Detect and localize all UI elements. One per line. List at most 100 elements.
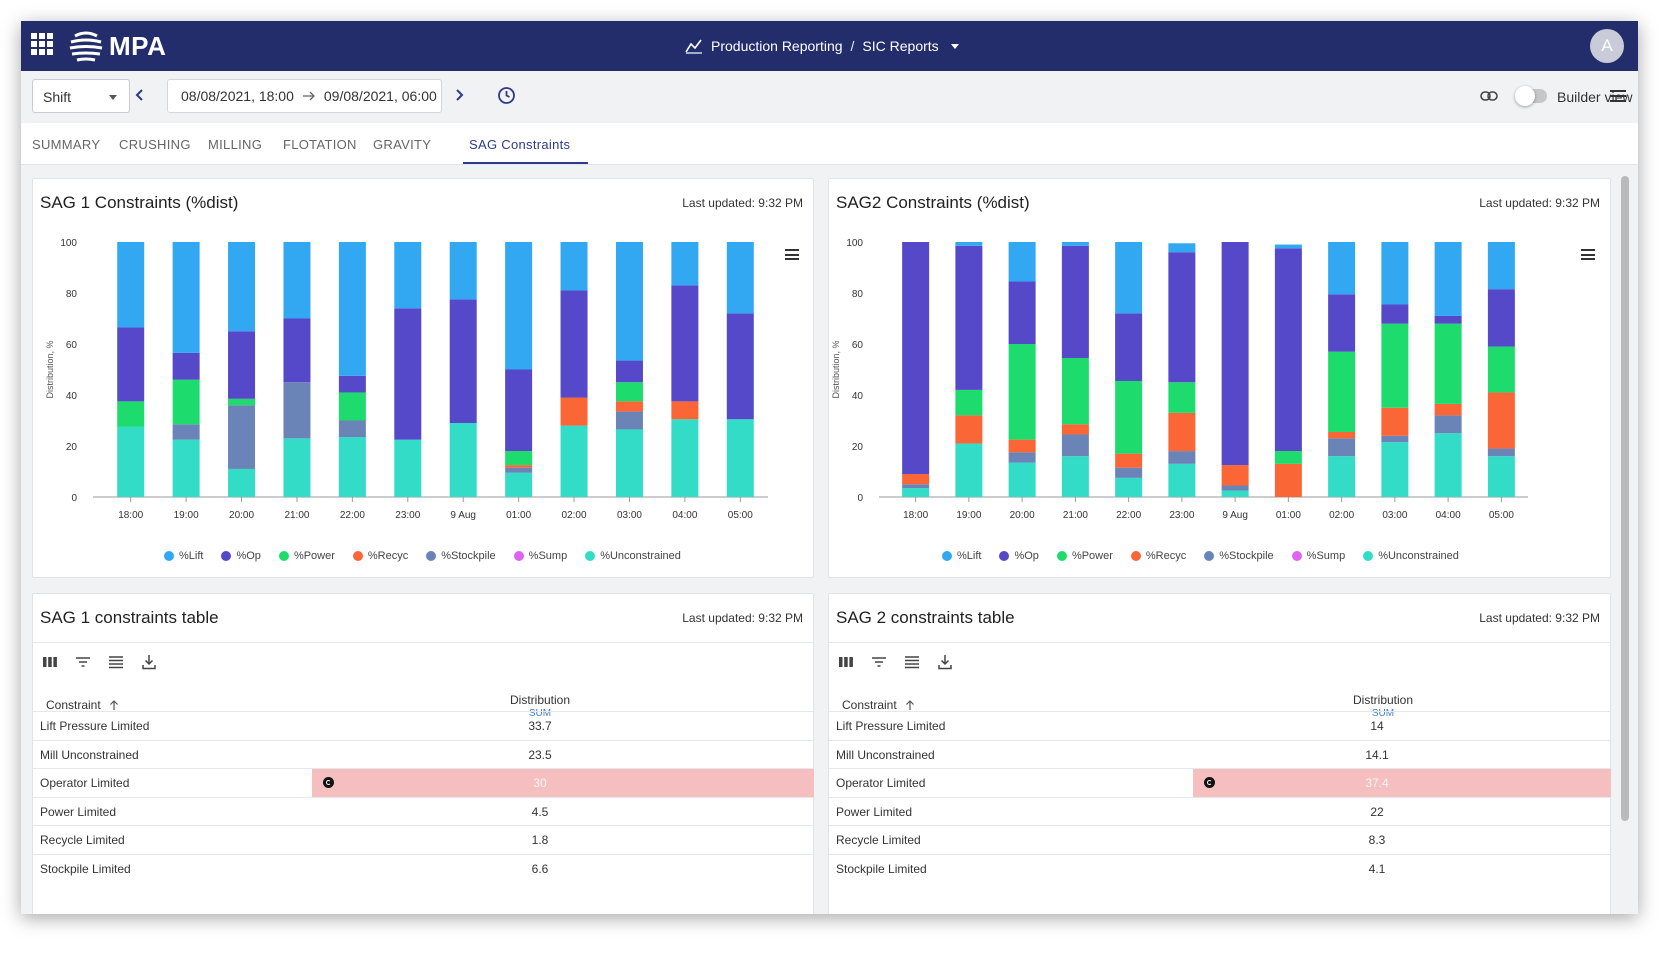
date-range-picker[interactable]: 08/08/2021, 18:00 09/08/2021, 06:00: [167, 79, 442, 113]
bar-segment[interactable]: [338, 392, 366, 421]
table-row[interactable]: Stockpile Limited 6.6: [33, 853, 813, 882]
bar-segment[interactable]: [1008, 242, 1036, 282]
bar-segment[interactable]: [505, 472, 533, 497]
bar-segment[interactable]: [1115, 453, 1143, 468]
bar-segment[interactable]: [1381, 323, 1409, 408]
legend-item[interactable]: %Sump: [513, 550, 567, 562]
breadcrumb-production-reporting[interactable]: Production Reporting: [711, 38, 843, 54]
bar-segment[interactable]: [338, 375, 366, 393]
density-icon[interactable]: [108, 654, 124, 670]
bar-segment[interactable]: [505, 465, 533, 468]
bar-segment[interactable]: [172, 352, 200, 380]
sort-ascending-icon[interactable]: [109, 699, 119, 711]
bar-segment[interactable]: [615, 429, 643, 497]
bar-segment[interactable]: [902, 242, 930, 475]
column-header-distribution[interactable]: Distribution SUM: [1323, 693, 1443, 719]
logo[interactable]: MPA: [69, 29, 166, 63]
tab-crushing[interactable]: CRUSHING: [119, 137, 191, 152]
legend-item[interactable]: %Unconstrained: [585, 550, 681, 562]
bar-segment[interactable]: [172, 439, 200, 497]
bar-segment[interactable]: [1115, 242, 1143, 314]
bar-segment[interactable]: [1168, 252, 1196, 383]
bar-segment[interactable]: [449, 299, 477, 424]
bar-segment[interactable]: [560, 425, 588, 497]
bar-segment[interactable]: [394, 242, 422, 309]
apps-grid-icon[interactable]: [31, 33, 53, 55]
bar-segment[interactable]: [283, 438, 311, 497]
bar-segment[interactable]: [283, 382, 311, 439]
bar-segment[interactable]: [955, 389, 983, 416]
table-row[interactable]: Operator Limited 30: [33, 768, 814, 797]
table-row[interactable]: Lift Pressure Limited 14: [829, 711, 1610, 739]
bar-segment[interactable]: [228, 468, 256, 497]
filter-icon[interactable]: [871, 654, 887, 670]
bar-segment[interactable]: [1115, 477, 1143, 497]
chevron-down-icon[interactable]: [950, 43, 959, 49]
bar-segment[interactable]: [1487, 448, 1515, 457]
chart-menu-icon[interactable]: [785, 249, 799, 260]
legend-item[interactable]: %Stockpile: [1204, 550, 1274, 562]
bar-segment[interactable]: [671, 419, 699, 497]
bar-segment[interactable]: [283, 242, 311, 319]
bar-segment[interactable]: [560, 242, 588, 291]
download-icon[interactable]: [141, 654, 157, 670]
bar-segment[interactable]: [1487, 346, 1515, 393]
avatar[interactable]: A: [1590, 29, 1624, 63]
bar-segment[interactable]: [1168, 463, 1196, 497]
columns-icon[interactable]: [838, 654, 854, 670]
bar-segment[interactable]: [1434, 433, 1462, 497]
sort-ascending-icon[interactable]: [905, 699, 915, 711]
bar-segment[interactable]: [1221, 465, 1249, 486]
tab-summary[interactable]: SUMMARY: [32, 137, 101, 152]
bar-segment[interactable]: [1115, 313, 1143, 381]
next-period-icon[interactable]: [452, 88, 466, 102]
bar-segment[interactable]: [1008, 344, 1036, 440]
page-scrollbar[interactable]: [1621, 176, 1629, 821]
legend-item[interactable]: %Power: [1056, 550, 1113, 562]
bar-segment[interactable]: [1434, 242, 1462, 316]
legend-item[interactable]: %Recyc: [352, 550, 408, 562]
bar-segment[interactable]: [1061, 245, 1089, 359]
bar-segment[interactable]: [1434, 315, 1462, 324]
tab-gravity[interactable]: GRAVITY: [373, 137, 432, 152]
breadcrumb-sic-reports[interactable]: SIC Reports: [862, 38, 939, 54]
chart-menu-icon[interactable]: [1581, 249, 1595, 260]
column-header-distribution[interactable]: Distribution SUM: [480, 693, 600, 719]
bar-segment[interactable]: [1381, 407, 1409, 436]
link-icon[interactable]: [1480, 89, 1498, 103]
legend-item[interactable]: %Lift: [942, 550, 981, 562]
shift-select[interactable]: Shift: [32, 79, 130, 113]
bar-segment[interactable]: [338, 420, 366, 438]
bar-segment[interactable]: [117, 426, 145, 497]
download-icon[interactable]: [937, 654, 953, 670]
table-row[interactable]: Power Limited 22: [829, 796, 1610, 825]
bar-segment[interactable]: [1434, 323, 1462, 404]
bar-segment[interactable]: [1328, 242, 1356, 295]
clock-icon[interactable]: [497, 86, 516, 105]
bar-segment[interactable]: [1168, 451, 1196, 464]
bar-segment[interactable]: [172, 242, 200, 353]
bar-segment[interactable]: [117, 401, 145, 427]
bar-segment[interactable]: [1008, 439, 1036, 453]
table-row[interactable]: Recycle Limited 1.8: [33, 825, 813, 853]
bar-segment[interactable]: [338, 437, 366, 497]
bar-segment[interactable]: [1487, 242, 1515, 290]
bar-segment[interactable]: [117, 242, 145, 328]
bar-segment[interactable]: [505, 467, 533, 473]
bar-segment[interactable]: [1168, 382, 1196, 413]
bar-segment[interactable]: [1008, 452, 1036, 463]
bar-segment[interactable]: [1061, 358, 1089, 425]
bar-segment[interactable]: [505, 369, 533, 452]
bar-segment[interactable]: [228, 405, 256, 469]
bar-segment[interactable]: [172, 379, 200, 425]
bar-segment[interactable]: [172, 424, 200, 440]
bar-segment[interactable]: [1274, 244, 1302, 249]
bar-segment[interactable]: [228, 331, 256, 399]
bar-segment[interactable]: [228, 398, 256, 406]
bar-segment[interactable]: [615, 360, 643, 383]
table-row[interactable]: Power Limited 4.5: [33, 796, 813, 825]
bar-segment[interactable]: [1061, 242, 1089, 246]
bar-segment[interactable]: [338, 242, 366, 376]
bar-segment[interactable]: [902, 484, 930, 489]
bar-segment[interactable]: [283, 318, 311, 383]
